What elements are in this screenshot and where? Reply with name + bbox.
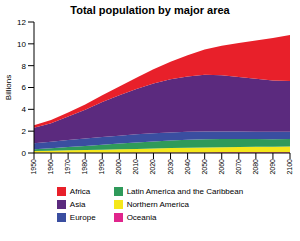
svg-text:2080: 2080 (252, 159, 259, 175)
svg-text:1990: 1990 (98, 159, 105, 175)
svg-text:2000: 2000 (115, 159, 122, 175)
svg-text:2010: 2010 (132, 159, 139, 175)
html-text:Europe: Europe (69, 213, 96, 222)
html-text:Asia: Asia (69, 200, 86, 209)
html-text:Total population by major area: Total population by major area (70, 4, 230, 16)
html-text:Northern America: Northern America (126, 200, 189, 209)
svg-text:10: 10 (17, 40, 26, 49)
svg-text:4: 4 (22, 105, 27, 114)
svg-text:2100: 2100 (286, 159, 292, 175)
svg-text:2: 2 (22, 127, 27, 136)
html-text:Africa: Africa (69, 187, 91, 196)
html-text:Oceania: Oceania (126, 213, 157, 222)
svg-text:2070: 2070 (235, 159, 242, 175)
svg-text:2020: 2020 (149, 159, 156, 175)
svg-text:2050: 2050 (201, 159, 208, 175)
svg-text:1950: 1950 (30, 159, 37, 175)
svg-text:2040: 2040 (184, 159, 191, 175)
html-text:Latin America and the Caribbea: Latin America and the Caribbean (126, 187, 244, 196)
svg-text:8: 8 (22, 62, 27, 71)
svg-text:1960: 1960 (47, 159, 54, 175)
svg-text:2060: 2060 (218, 159, 225, 175)
svg-text:Billions: Billions (8, 75, 13, 100)
svg-text:6: 6 (22, 83, 27, 92)
svg-text:1970: 1970 (64, 159, 71, 175)
svg-text:2090: 2090 (269, 159, 276, 175)
svg-text:12: 12 (17, 18, 26, 27)
svg-text:0: 0 (22, 149, 27, 158)
svg-text:1980: 1980 (81, 159, 88, 175)
svg-text:2030: 2030 (167, 159, 174, 175)
